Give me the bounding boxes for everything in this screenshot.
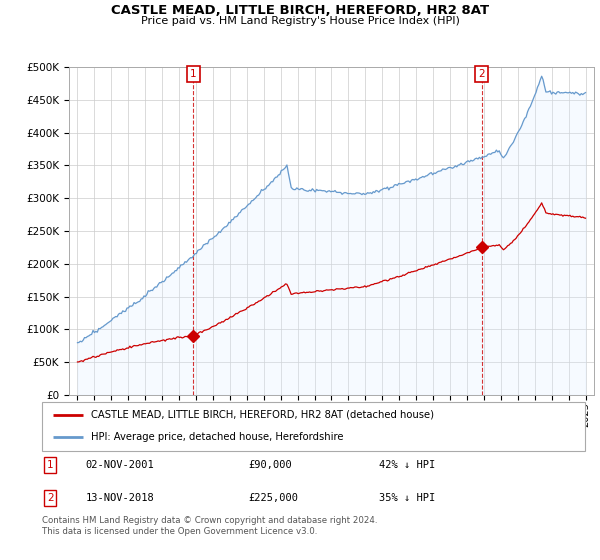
Text: 2: 2 [47,493,53,503]
Text: HPI: Average price, detached house, Herefordshire: HPI: Average price, detached house, Here… [91,432,343,442]
Text: 1: 1 [190,69,196,79]
FancyBboxPatch shape [42,402,585,451]
Text: £90,000: £90,000 [248,460,292,470]
Text: 2: 2 [478,69,485,79]
Text: 35% ↓ HPI: 35% ↓ HPI [379,493,435,503]
Text: 1: 1 [47,460,53,470]
Text: 13-NOV-2018: 13-NOV-2018 [85,493,154,503]
Text: Contains HM Land Registry data © Crown copyright and database right 2024.
This d: Contains HM Land Registry data © Crown c… [42,516,377,536]
Text: CASTLE MEAD, LITTLE BIRCH, HEREFORD, HR2 8AT: CASTLE MEAD, LITTLE BIRCH, HEREFORD, HR2… [111,4,489,17]
Text: £225,000: £225,000 [248,493,298,503]
Text: 42% ↓ HPI: 42% ↓ HPI [379,460,435,470]
Text: Price paid vs. HM Land Registry's House Price Index (HPI): Price paid vs. HM Land Registry's House … [140,16,460,26]
Text: CASTLE MEAD, LITTLE BIRCH, HEREFORD, HR2 8AT (detached house): CASTLE MEAD, LITTLE BIRCH, HEREFORD, HR2… [91,410,434,420]
Text: 02-NOV-2001: 02-NOV-2001 [85,460,154,470]
